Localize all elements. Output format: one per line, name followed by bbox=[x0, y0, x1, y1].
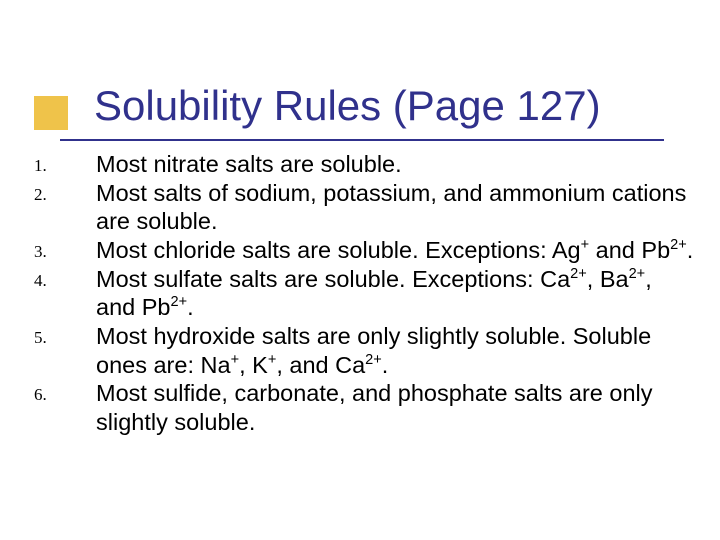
superscript: 2+ bbox=[365, 352, 382, 368]
text-fragment: and Pb bbox=[589, 237, 670, 263]
accent-box bbox=[34, 96, 68, 130]
text-fragment: , and Ca bbox=[276, 352, 365, 378]
item-number: 6. bbox=[34, 379, 96, 405]
text-fragment: . bbox=[187, 294, 194, 320]
text-fragment: , Ba bbox=[587, 266, 629, 292]
item-text: Most chloride salts are soluble. Excepti… bbox=[96, 236, 696, 265]
item-number: 1. bbox=[34, 150, 96, 176]
superscript: 2+ bbox=[670, 237, 687, 253]
list-item: 1. Most nitrate salts are soluble. bbox=[34, 150, 696, 179]
title-underline bbox=[60, 139, 664, 141]
superscript: 2+ bbox=[629, 266, 646, 282]
text-fragment: . bbox=[382, 352, 389, 378]
item-text: Most hydroxide salts are only slightly s… bbox=[96, 322, 696, 379]
item-text: Most sulfide, carbonate, and phosphate s… bbox=[96, 379, 696, 436]
item-text: Most sulfate salts are soluble. Exceptio… bbox=[96, 265, 696, 322]
superscript: + bbox=[231, 352, 240, 368]
list-item: 4. Most sulfate salts are soluble. Excep… bbox=[34, 265, 696, 322]
item-text: Most nitrate salts are soluble. bbox=[96, 150, 696, 179]
item-number: 4. bbox=[34, 265, 96, 291]
rules-list: 1. Most nitrate salts are soluble. 2. Mo… bbox=[34, 150, 696, 437]
text-fragment: Most sulfate salts are soluble. Exceptio… bbox=[96, 266, 570, 292]
superscript: 2+ bbox=[570, 266, 587, 282]
text-fragment: . bbox=[687, 237, 694, 263]
text-fragment: Most chloride salts are soluble. Excepti… bbox=[96, 237, 581, 263]
list-item: 2. Most salts of sodium, potassium, and … bbox=[34, 179, 696, 236]
text-fragment: Most hydroxide salts are only slightly s… bbox=[96, 323, 651, 378]
list-item: 3. Most chloride salts are soluble. Exce… bbox=[34, 236, 696, 265]
item-text: Most salts of sodium, potassium, and amm… bbox=[96, 179, 696, 236]
item-number: 3. bbox=[34, 236, 96, 262]
slide: Solubility Rules (Page 127) 1. Most nitr… bbox=[0, 0, 720, 540]
list-item: 6. Most sulfide, carbonate, and phosphat… bbox=[34, 379, 696, 436]
superscript: 2+ bbox=[170, 294, 187, 310]
slide-title: Solubility Rules (Page 127) bbox=[94, 82, 601, 130]
item-number: 5. bbox=[34, 322, 96, 348]
list-item: 5. Most hydroxide salts are only slightl… bbox=[34, 322, 696, 379]
item-number: 2. bbox=[34, 179, 96, 205]
superscript: + bbox=[581, 237, 590, 253]
text-fragment: , K bbox=[239, 352, 268, 378]
